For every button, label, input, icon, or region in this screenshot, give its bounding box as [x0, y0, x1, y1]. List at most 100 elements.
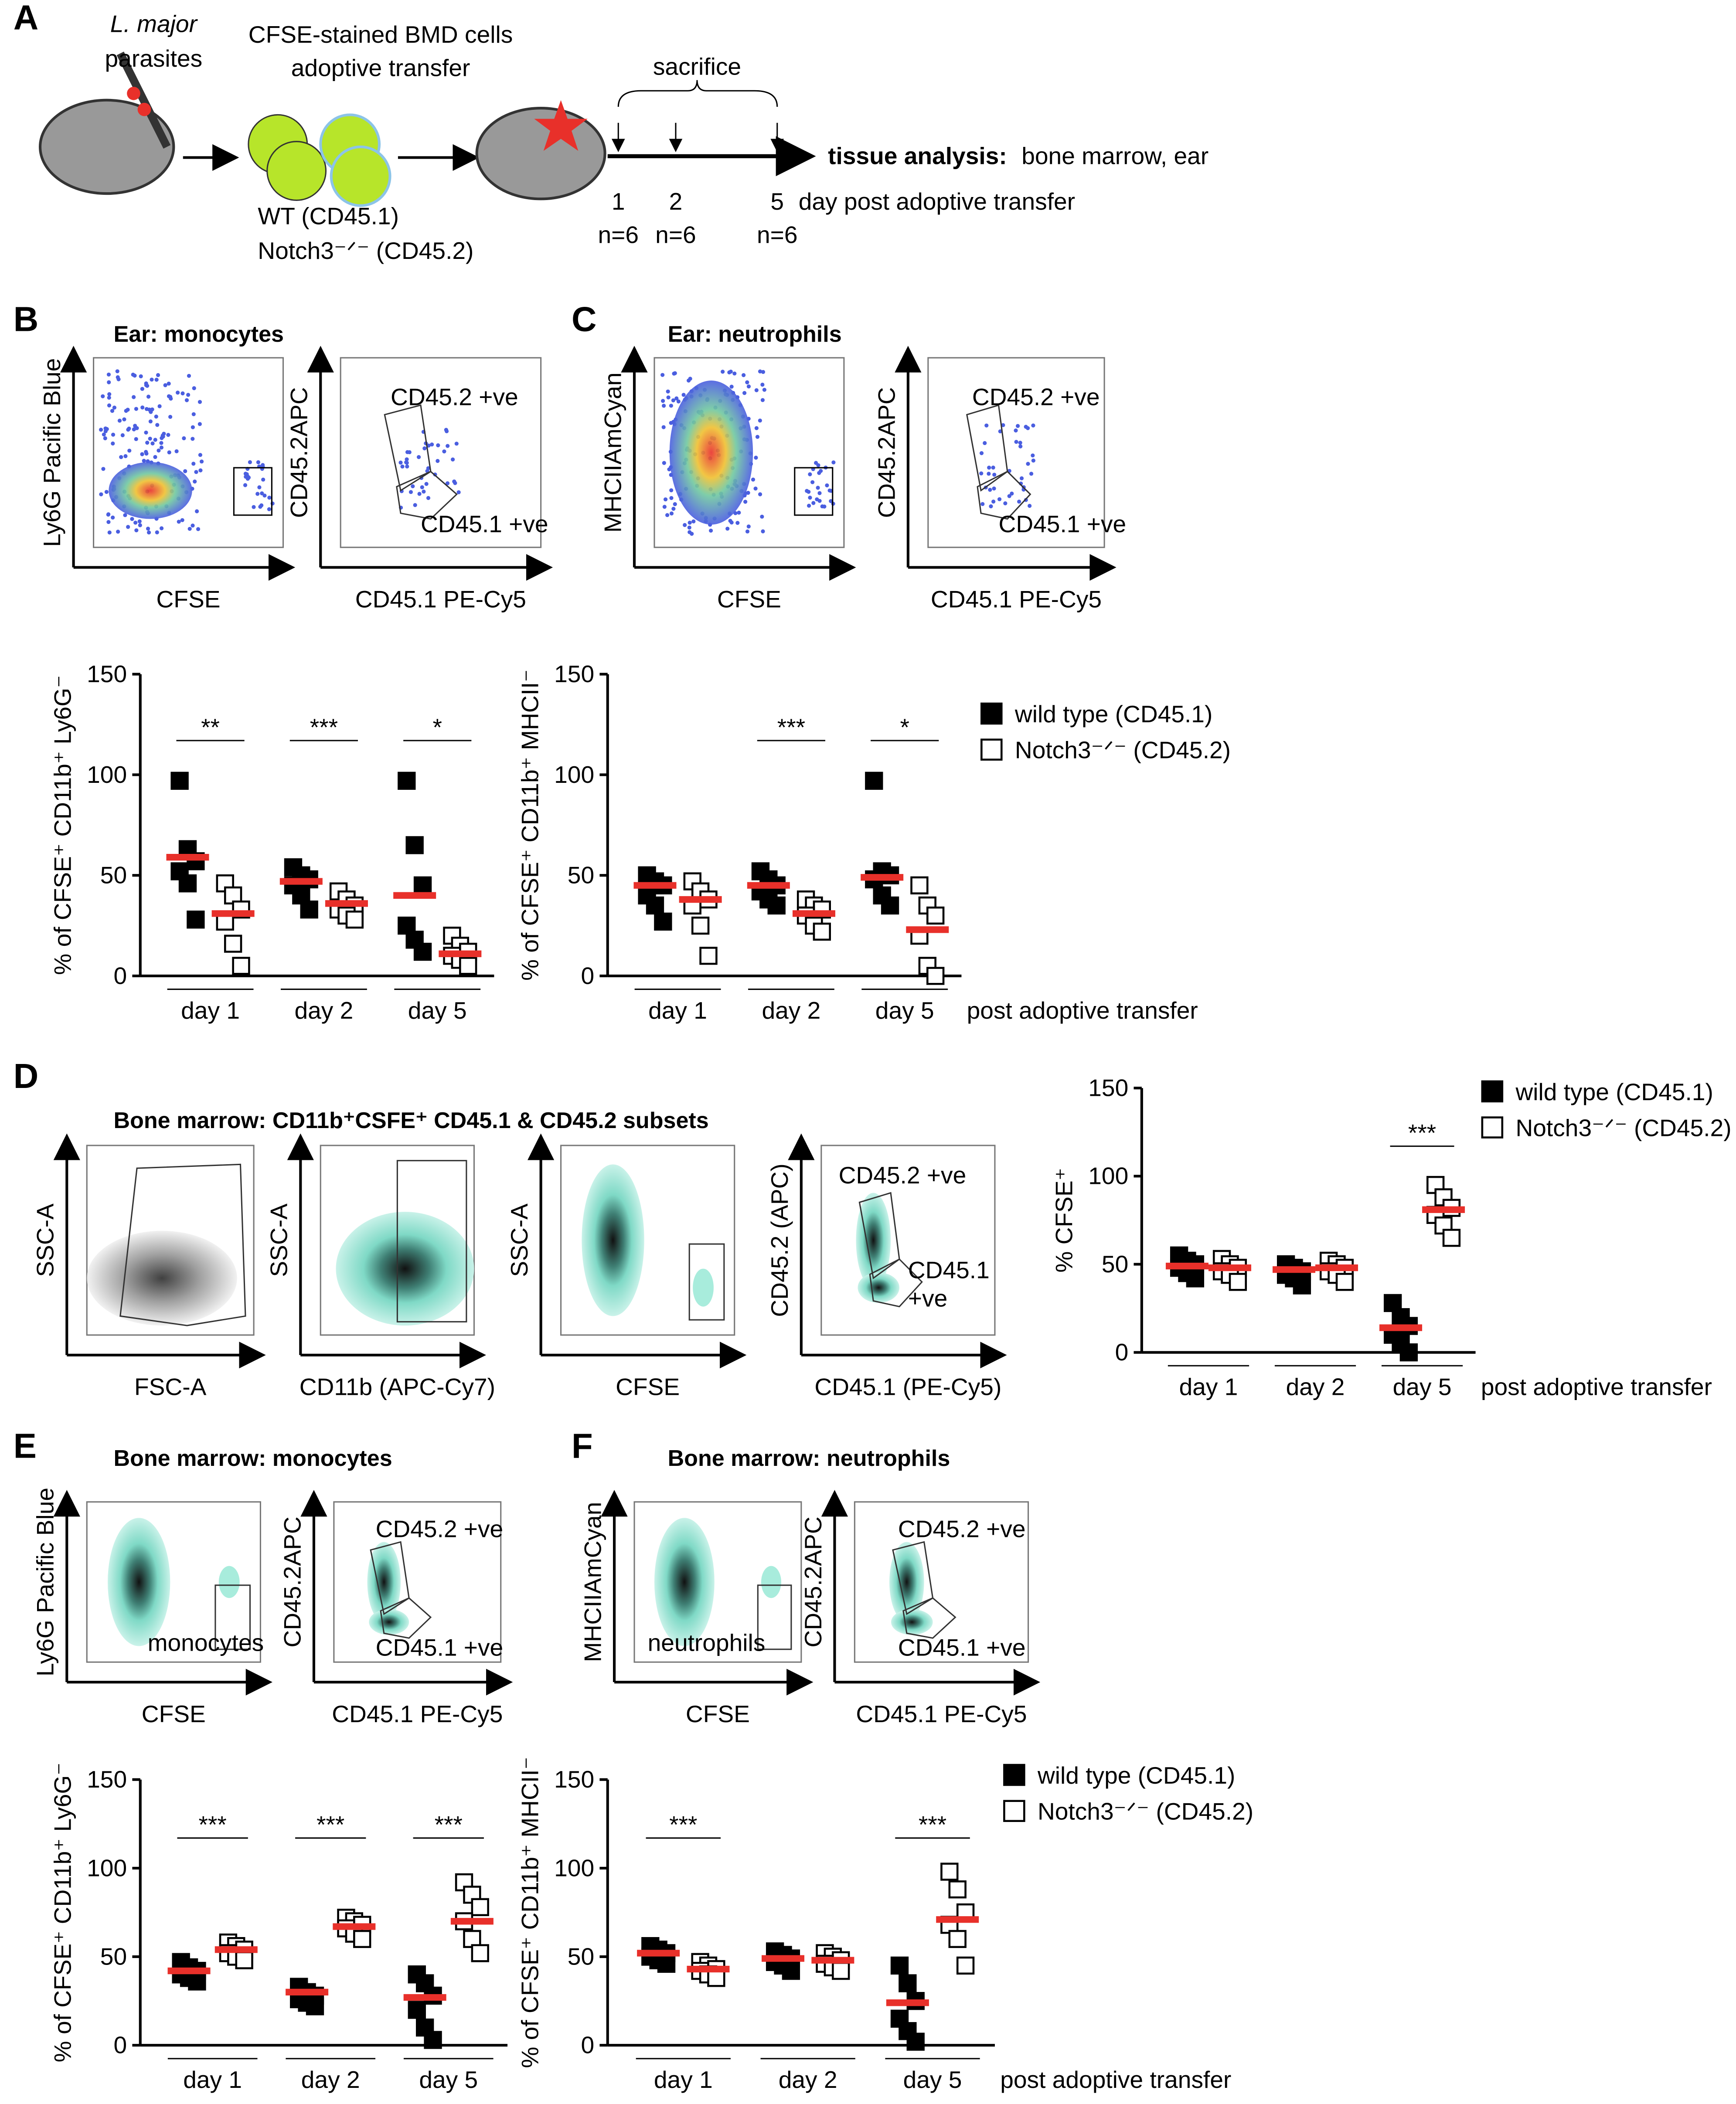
data-point	[459, 957, 477, 975]
event-dot	[413, 503, 417, 507]
event-dot	[255, 492, 260, 496]
event-dot	[166, 433, 170, 437]
event-dot	[661, 404, 666, 408]
event-dot	[157, 404, 162, 408]
event-dot	[1014, 440, 1018, 444]
density	[218, 1566, 240, 1598]
event-dot	[155, 423, 160, 427]
data-point	[300, 900, 318, 919]
event-dot	[746, 384, 751, 389]
event-dot	[673, 502, 677, 506]
event-dot	[146, 530, 151, 535]
legend-label: Notch3⁻ᐟ⁻ (CD45.2)	[1015, 737, 1231, 764]
event-dot	[688, 530, 692, 534]
event-dot	[737, 510, 741, 515]
y-tick-label: 50	[568, 1943, 594, 1970]
significance-label: ***	[919, 1811, 946, 1838]
y-axis-label: Ly6G Pacific Blue	[38, 358, 65, 547]
event-dot	[436, 459, 440, 463]
event-dot	[1015, 424, 1020, 428]
event-dot	[426, 496, 431, 500]
event-dot	[176, 391, 180, 395]
density	[889, 1542, 924, 1622]
event-dot	[106, 372, 111, 377]
event-dot	[805, 489, 809, 493]
event-dot	[683, 523, 687, 527]
event-dot	[261, 477, 266, 482]
panel-label: E	[14, 1427, 37, 1465]
event-dot	[1031, 423, 1035, 428]
event-dot	[133, 424, 137, 428]
event-dot	[169, 396, 173, 401]
event-dot	[721, 370, 725, 374]
event-dot	[807, 503, 811, 508]
data-point	[345, 911, 364, 929]
event-dot	[148, 436, 152, 441]
gate	[396, 1160, 467, 1322]
event-dot	[198, 468, 203, 472]
gate	[902, 1597, 957, 1639]
event-dot	[424, 482, 429, 486]
legend-marker	[1481, 1080, 1504, 1103]
event-dot	[191, 523, 195, 528]
event-dot	[102, 432, 106, 437]
plot-frame	[854, 1501, 1029, 1663]
gate	[119, 1163, 246, 1326]
event-dot	[180, 391, 185, 396]
event-dot	[456, 490, 461, 494]
data-point	[890, 1956, 909, 1975]
data-point	[782, 1961, 800, 1980]
event-dot	[761, 370, 766, 374]
text: WT (CD45.1)	[258, 203, 399, 230]
event-dot	[180, 518, 184, 522]
plot-frame	[93, 357, 284, 548]
event-dot	[681, 393, 686, 397]
event-dot	[445, 481, 450, 486]
data-point	[691, 916, 710, 935]
event-dot	[817, 499, 822, 503]
event-dot	[991, 466, 995, 470]
mouse-icon	[475, 107, 606, 201]
significance-label: ***	[310, 714, 338, 741]
event-dot	[1001, 423, 1005, 427]
event-dot	[99, 428, 103, 432]
significance-label: ***	[1408, 1119, 1436, 1146]
data-point	[1186, 1269, 1205, 1288]
plot-frame	[333, 1501, 502, 1663]
event-dot	[133, 520, 138, 525]
data-point	[899, 2022, 917, 2040]
panel-label: B	[14, 300, 39, 339]
y-axis-label: CD45.2APC	[873, 387, 900, 518]
event-dot	[112, 405, 117, 410]
event-dot	[127, 449, 132, 453]
event-dot	[666, 389, 670, 394]
event-dot	[167, 450, 171, 455]
text: n=6	[655, 221, 696, 248]
x-tick-label: day 2	[762, 997, 820, 1024]
data-point	[178, 874, 197, 893]
event-dot	[243, 483, 248, 487]
data-point	[471, 1898, 489, 1916]
event-dot	[745, 380, 749, 384]
event-dot	[159, 445, 164, 450]
event-dot	[661, 399, 665, 403]
gate	[396, 470, 458, 520]
significance-label: ***	[198, 1811, 226, 1838]
event-dot	[666, 395, 671, 400]
event-dot	[132, 427, 136, 432]
event-dot	[987, 472, 991, 476]
event-dot	[116, 375, 120, 380]
gate-label: CD45.1 +ve	[421, 510, 548, 537]
density	[367, 1542, 401, 1622]
x-axis-label: CD45.1 (PE-Cy5)	[814, 1373, 1001, 1400]
event-dot	[1019, 476, 1024, 480]
event-dot	[160, 526, 164, 530]
panel-label: A	[14, 0, 39, 37]
event-dot	[446, 444, 450, 448]
y-tick-label: 150	[1088, 1074, 1128, 1101]
event-dot	[676, 399, 681, 404]
y-axis-label: % of CFSE⁺ CD11b⁺ Ly6G⁻	[49, 675, 76, 975]
event-dot	[728, 369, 733, 374]
event-dot	[261, 463, 265, 467]
x-tick-label: day 1	[181, 997, 240, 1024]
